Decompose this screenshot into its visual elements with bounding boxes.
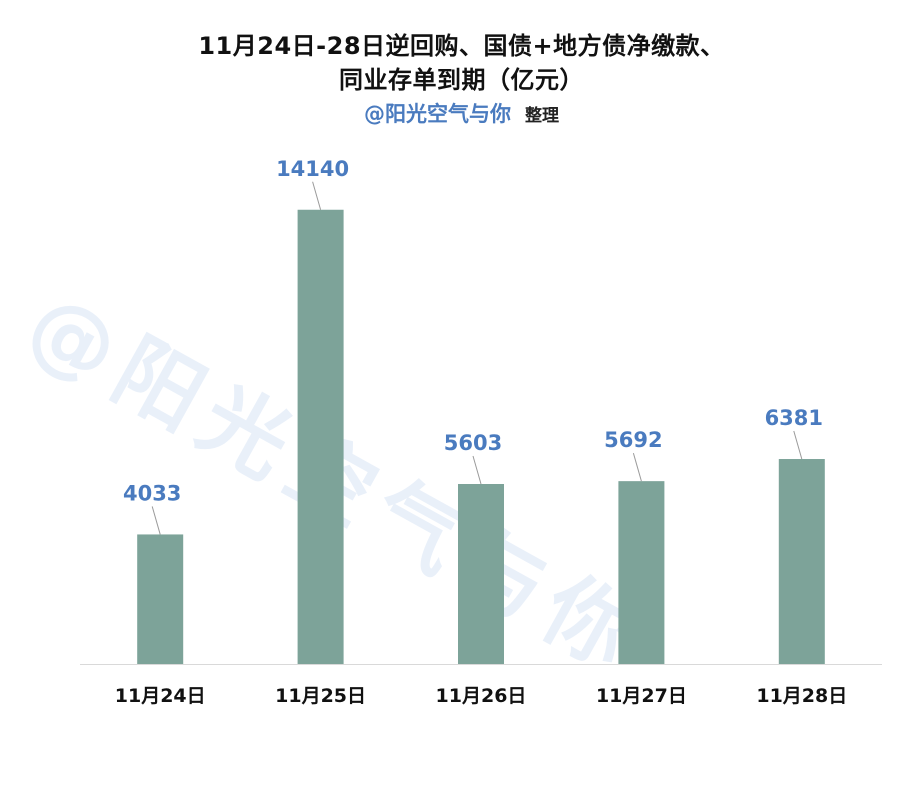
x-tick-label-5: 11月28日	[756, 685, 847, 707]
x-tick-label-4: 11月27日	[596, 685, 687, 707]
chart-subtitle: @阳光空气与你 整理	[0, 98, 923, 128]
bar-4	[618, 481, 665, 664]
bar-chart: 4033 11月24日 14140 11月25日 5603 11月26日 5692 11月27…	[80, 157, 882, 707]
bar-5	[778, 459, 825, 664]
subtitle-author: @阳光空气与你	[364, 102, 511, 126]
leader-line-5	[793, 430, 803, 460]
data-label-1: 4033	[123, 481, 181, 505]
x-tick-label-3: 11月26日	[436, 685, 527, 707]
leader-line-3	[472, 455, 482, 485]
data-label-3: 5603	[444, 431, 502, 455]
data-label-4: 5692	[604, 428, 662, 452]
x-tick-label-2: 11月25日	[275, 685, 366, 707]
leader-line-1	[151, 506, 161, 535]
data-label-5: 6381	[765, 406, 823, 430]
chart-title-line2: 同业存单到期（亿元）	[339, 66, 584, 94]
bar-2	[297, 209, 344, 664]
bar-3	[458, 484, 504, 664]
subtitle-note: 整理	[525, 106, 559, 126]
leader-line-4	[632, 453, 642, 482]
data-label-2: 14140	[276, 157, 349, 181]
chart-title-line1: 11月24日-28日逆回购、国债+地方债净缴款、	[198, 32, 725, 60]
leader-line-2	[312, 181, 322, 210]
bar-1	[137, 534, 184, 664]
x-tick-label-1: 11月24日	[115, 685, 206, 707]
